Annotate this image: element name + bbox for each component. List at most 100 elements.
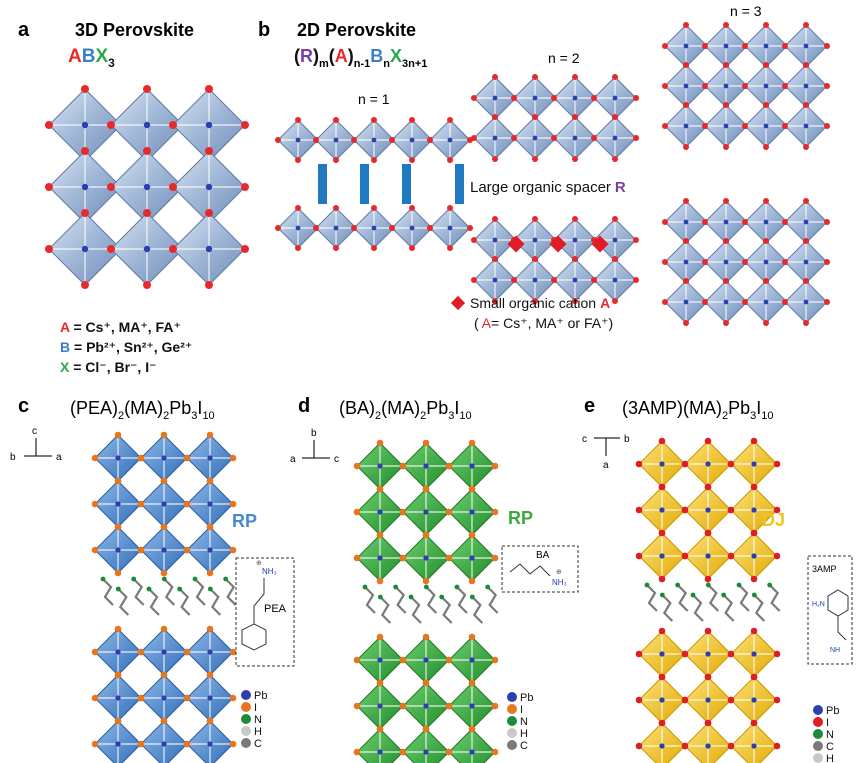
nitrogen-atom xyxy=(737,583,742,588)
halide-atom xyxy=(207,672,214,679)
nitrogen-atom xyxy=(409,595,414,600)
metal-atom xyxy=(296,138,301,143)
halide-atom xyxy=(803,198,809,204)
halide-atom xyxy=(683,22,689,28)
halide-atom xyxy=(469,634,476,641)
organic-spacer xyxy=(693,595,703,621)
halide-atom xyxy=(612,114,618,120)
3amp-perovskite-structure xyxy=(636,438,781,763)
halide-atom xyxy=(447,157,453,163)
halide-atom xyxy=(184,649,191,656)
halide-atom xyxy=(511,95,517,101)
halide-atom xyxy=(723,62,729,68)
halide-atom xyxy=(138,547,145,554)
halide-atom xyxy=(612,298,618,304)
metal-atom xyxy=(144,184,150,190)
metal-atom xyxy=(764,44,769,49)
metal-atom xyxy=(764,260,769,265)
metal-atom xyxy=(659,461,664,466)
halide-atom xyxy=(728,651,735,658)
svg-text:c: c xyxy=(582,434,587,445)
octahedron xyxy=(138,524,191,577)
halide-atom xyxy=(636,743,643,750)
metal-atom xyxy=(423,657,428,662)
halide-atom xyxy=(728,743,735,750)
halide-atom xyxy=(295,245,301,251)
halide-atom xyxy=(184,501,191,508)
halide-atom xyxy=(115,478,122,485)
spacer-label: Large organic spacer R xyxy=(470,179,626,196)
halide-atom xyxy=(447,117,453,123)
halide-atom xyxy=(115,672,122,679)
metal-atom xyxy=(423,509,428,514)
metal-atom xyxy=(207,501,212,506)
svg-text:a: a xyxy=(56,452,62,463)
metal-atom xyxy=(659,507,664,512)
halide-atom xyxy=(636,461,643,468)
nitrogen-atom xyxy=(424,585,429,590)
halide-atom xyxy=(92,501,99,508)
nitrogen-atom xyxy=(752,593,757,598)
halide-atom xyxy=(423,578,430,585)
metal-atom xyxy=(613,136,618,141)
metal-atom xyxy=(469,657,474,662)
halide-atom xyxy=(161,718,168,725)
halide-atom xyxy=(423,486,430,493)
metal-atom xyxy=(724,44,729,49)
panel-c: c (PEA)2(MA)2Pb3I10 c b a RP ⊕ NH₃ PEA P… xyxy=(10,395,294,763)
panel-d-title: (BA)2(MA)2Pb3I10 xyxy=(339,398,472,422)
legend-label: Pb xyxy=(254,690,267,702)
metal-atom xyxy=(533,278,538,283)
octahedron xyxy=(400,440,453,493)
halide-atom xyxy=(207,432,214,439)
metal-atom xyxy=(659,743,664,748)
halide-atom xyxy=(723,102,729,108)
nitrogen-atom xyxy=(162,577,167,582)
halide-atom xyxy=(161,626,168,633)
svg-text:c: c xyxy=(334,454,339,465)
halide-atom xyxy=(682,553,689,560)
pea-molecule-box: ⊕ NH₃ PEA xyxy=(236,558,294,666)
metal-atom xyxy=(448,138,453,143)
halide-atom xyxy=(115,570,122,577)
metal-atom xyxy=(764,84,769,89)
pea-label: PEA xyxy=(264,603,287,615)
metal-atom xyxy=(493,278,498,283)
svg-text:b: b xyxy=(624,434,630,445)
svg-text:a: a xyxy=(290,454,296,465)
halide-atom xyxy=(774,697,781,704)
halide-atom xyxy=(423,726,430,733)
halide-atom xyxy=(683,144,689,150)
octahedron xyxy=(138,626,191,679)
cation-label: Small organic cation A xyxy=(470,295,610,311)
halide-atom xyxy=(683,102,689,108)
metal-atom xyxy=(724,124,729,129)
panel-b-title: 2D Perovskite xyxy=(297,20,416,40)
halide-atom xyxy=(313,137,319,143)
halide-atom xyxy=(409,117,415,123)
octahedron xyxy=(728,628,781,681)
halide-atom xyxy=(371,205,377,211)
legend-label: Pb xyxy=(520,692,533,704)
octahedron xyxy=(446,634,499,687)
halide-atom xyxy=(400,703,407,710)
halide-atom xyxy=(169,183,177,191)
spacer-bar xyxy=(360,164,369,204)
halide-atom xyxy=(81,147,89,155)
panel-b-formula: (R)m(A)n-1BnX3n+1 xyxy=(294,46,427,70)
halide-atom xyxy=(824,259,830,265)
metal-atom xyxy=(684,84,689,89)
organic-spacer xyxy=(770,585,780,611)
halide-atom xyxy=(723,198,729,204)
halide-atom xyxy=(763,62,769,68)
octahedron xyxy=(782,102,830,150)
legend-dot xyxy=(813,717,823,727)
halide-atom xyxy=(705,720,712,727)
octahedron xyxy=(682,628,735,681)
halide-atom xyxy=(633,277,639,283)
panel-e-type-label: DJ xyxy=(762,510,785,530)
metal-atom xyxy=(161,741,166,746)
metal-atom xyxy=(724,300,729,305)
halide-atom xyxy=(572,216,578,222)
halide-atom xyxy=(492,749,499,756)
